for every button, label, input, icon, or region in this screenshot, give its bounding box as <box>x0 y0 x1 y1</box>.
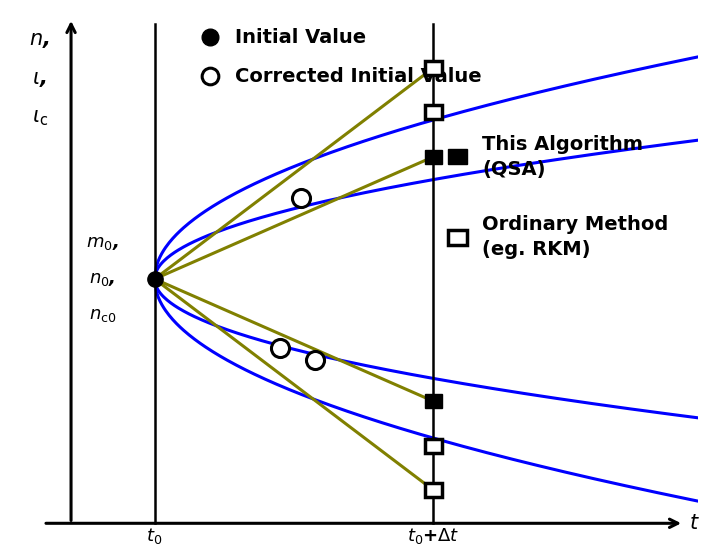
Text: $t$: $t$ <box>689 513 700 533</box>
Text: $m_0$,: $m_0$, <box>86 234 119 252</box>
Bar <box>448 149 467 165</box>
Text: Ordinary Method
(eg. RKM): Ordinary Method (eg. RKM) <box>482 215 668 259</box>
Text: This Algorithm
(QSA): This Algorithm (QSA) <box>482 135 643 179</box>
Text: $t_0$+$\Delta t$: $t_0$+$\Delta t$ <box>407 526 460 546</box>
Bar <box>448 230 467 245</box>
Bar <box>425 150 442 164</box>
Text: $n_0$,: $n_0$, <box>89 270 116 288</box>
Bar <box>425 439 442 453</box>
Text: $n_{\mathrm{c0}}$: $n_{\mathrm{c0}}$ <box>89 306 116 324</box>
Text: Initial Value: Initial Value <box>235 28 366 47</box>
Text: $n$,: $n$, <box>29 30 50 50</box>
Bar <box>425 105 442 119</box>
Text: $\iota_\mathrm{c}$: $\iota_\mathrm{c}$ <box>31 108 48 128</box>
Text: $\iota$,: $\iota$, <box>33 69 47 89</box>
Bar <box>425 394 442 408</box>
Text: $t_0$: $t_0$ <box>146 526 163 546</box>
Bar <box>425 61 442 75</box>
Text: Corrected Initial Value: Corrected Initial Value <box>235 67 481 86</box>
Bar <box>425 483 442 497</box>
